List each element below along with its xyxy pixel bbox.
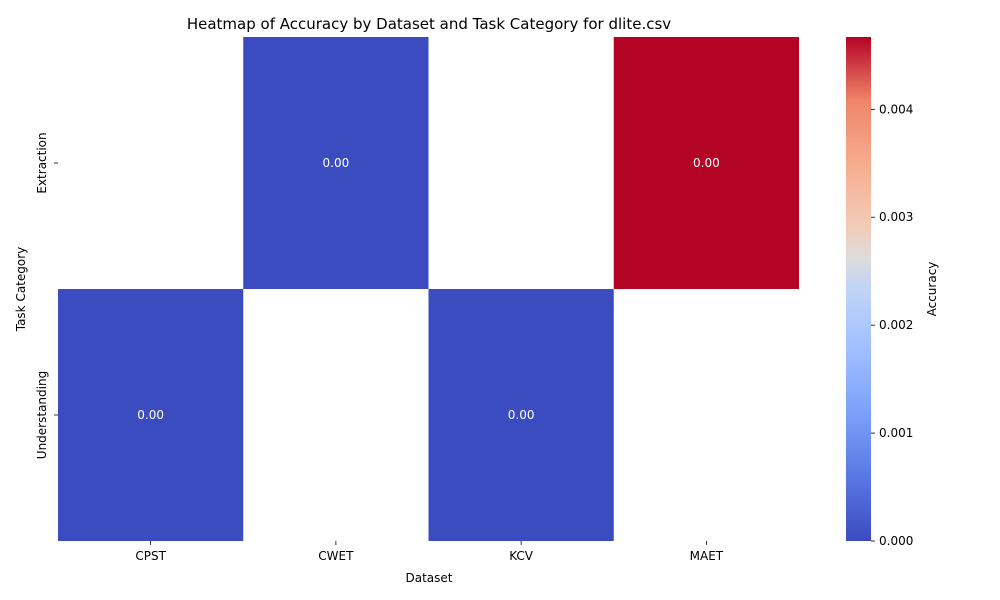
chart-title: Heatmap of Accuracy by Dataset and Task … xyxy=(187,15,671,33)
cell-value-label: 0.00 xyxy=(508,408,535,422)
x-tick-label: CWET xyxy=(318,549,354,563)
cell-value-label: 0.00 xyxy=(693,156,720,170)
x-axis-ticks: CPST CWET KCV MAET xyxy=(135,541,724,563)
y-axis-ticks: Extraction Understanding xyxy=(35,132,58,459)
cell-value-label: 0.00 xyxy=(137,408,164,422)
x-tick-label: CPST xyxy=(135,549,166,563)
colorbar-ticks: 0.000 0.001 0.002 0.003 0.004 xyxy=(871,102,913,548)
x-tick-label: KCV xyxy=(509,549,534,563)
colorbar-label: Accuracy xyxy=(925,262,939,317)
heatmap-cell-extraction-cwet xyxy=(243,37,429,289)
y-axis-label: Task Category xyxy=(14,247,28,333)
x-tick-label: MAET xyxy=(690,549,724,563)
heatmap-cell-understanding-kcv xyxy=(428,289,614,541)
heatmap-cells: 0.00 0.00 0.00 0.00 xyxy=(58,37,799,541)
colorbar-tick-label: 0.000 xyxy=(879,534,913,548)
y-tick-label: Extraction xyxy=(35,132,49,193)
colorbar xyxy=(846,37,871,541)
heatmap-cell-extraction-maet xyxy=(613,37,799,289)
heatmap-cell-understanding-cpst xyxy=(58,289,244,541)
colorbar-tick-label: 0.001 xyxy=(879,426,913,440)
colorbar-tick-label: 0.004 xyxy=(879,102,913,116)
cell-value-label: 0.00 xyxy=(323,156,350,170)
colorbar-tick-label: 0.002 xyxy=(879,318,913,332)
y-tick-label: Understanding xyxy=(35,371,49,459)
colorbar-tick-label: 0.003 xyxy=(879,210,913,224)
x-axis-label: Dataset xyxy=(406,571,453,585)
